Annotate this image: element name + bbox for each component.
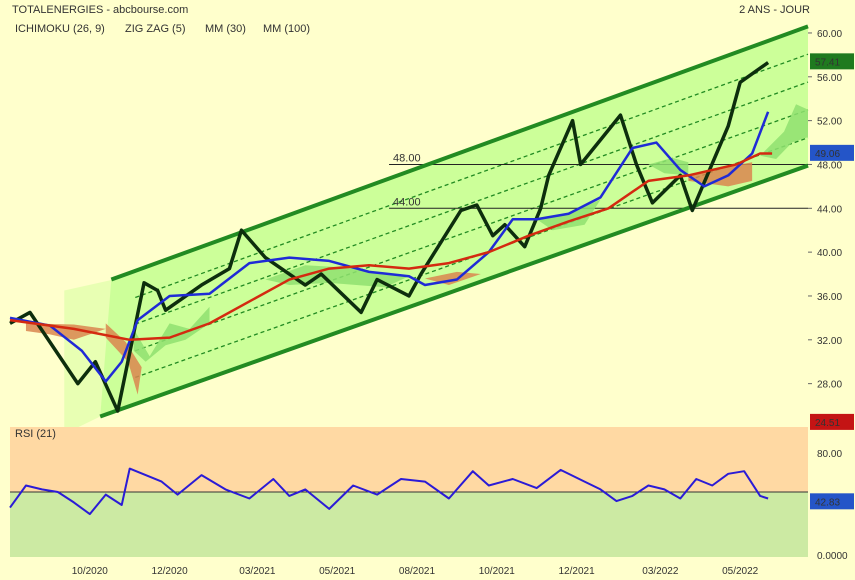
- price-badge: [810, 53, 854, 70]
- chart-title: TOTALENERGIES - abcbourse.com: [12, 4, 188, 16]
- legend-mm100: MM (100): [263, 23, 310, 35]
- rsi-upper-zone: [10, 427, 808, 492]
- legend-ichimoku: ICHIMOKU (26, 9): [15, 23, 105, 35]
- y-tick-label: 28.00: [817, 380, 842, 391]
- channel-inner-line: [135, 81, 809, 325]
- left-shade: [64, 279, 114, 435]
- y-tick-label: 48.00: [817, 160, 842, 171]
- y-tick-label: 40.00: [817, 248, 842, 259]
- price-badge-label: 57.41: [815, 57, 840, 68]
- channel-upper-line: [110, 24, 809, 282]
- x-tick-label: 12/2021: [559, 566, 596, 577]
- x-tick-label: 10/2020: [72, 566, 109, 577]
- legend-zigzag: ZIG ZAG (5): [125, 23, 186, 35]
- x-tick-label: 03/2022: [642, 566, 679, 577]
- price-badge-label: 49.06: [815, 149, 840, 160]
- rsi-tick-label: 0.0000: [817, 551, 848, 562]
- channel-inner-line: [135, 109, 809, 352]
- y-tick-label: 52.00: [817, 117, 842, 128]
- rsi-badge: [810, 493, 854, 510]
- y-tick-label: 44.00: [817, 204, 842, 215]
- period-label: 2 ANS - JOUR: [739, 4, 810, 16]
- level-label: 48.00: [393, 152, 421, 164]
- kumo-cloud: [648, 157, 689, 176]
- series-zig-zag-5-: [9, 61, 770, 413]
- series-mm-30-: [9, 111, 770, 383]
- channel-inner-line: [135, 53, 809, 299]
- x-tick-label: 05/2021: [319, 566, 356, 577]
- rsi-lower-zone: [10, 492, 808, 557]
- x-tick-label: 10/2021: [479, 566, 516, 577]
- y-tick-label: 56.00: [817, 73, 842, 84]
- price-badge: [810, 144, 854, 161]
- kumo-cloud: [133, 306, 210, 362]
- rsi-badge-label: 42.83: [815, 497, 840, 508]
- rsi-panel: RSI (21) 80.0040.000.000042.8310/202012/…: [9, 427, 854, 577]
- x-tick-label: 12/2020: [152, 566, 189, 577]
- kumo-cloud: [105, 323, 142, 395]
- rsi-line: [9, 467, 769, 516]
- x-tick-label: 03/2021: [239, 566, 276, 577]
- legend-mm30: MM (30): [205, 23, 246, 35]
- kumo-cloud: [25, 323, 106, 340]
- price-panel: 48.00 44.00 60.00 56.00 52.00 48.00 44.00 40.00…: [9, 24, 854, 435]
- kumo-cloud: [760, 104, 808, 159]
- price-badge: [810, 413, 854, 430]
- rsi-tick-label: 80.00: [817, 449, 842, 460]
- y-tick-label: 32.00: [817, 336, 842, 347]
- level-label: 44.00: [393, 196, 421, 208]
- price-badge-label: 24.51: [815, 418, 840, 429]
- x-tick-label: 08/2021: [399, 566, 436, 577]
- y-tick-label: 60.00: [817, 29, 842, 40]
- rsi-title: RSI (21): [15, 428, 56, 440]
- series-mm-100-: [9, 152, 773, 342]
- x-tick-label: 05/2022: [722, 566, 759, 577]
- legend: ICHIMOKU (26, 9) ZIG ZAG (5) MM (30) MM …: [15, 23, 310, 35]
- y-tick-label: 36.00: [817, 292, 842, 303]
